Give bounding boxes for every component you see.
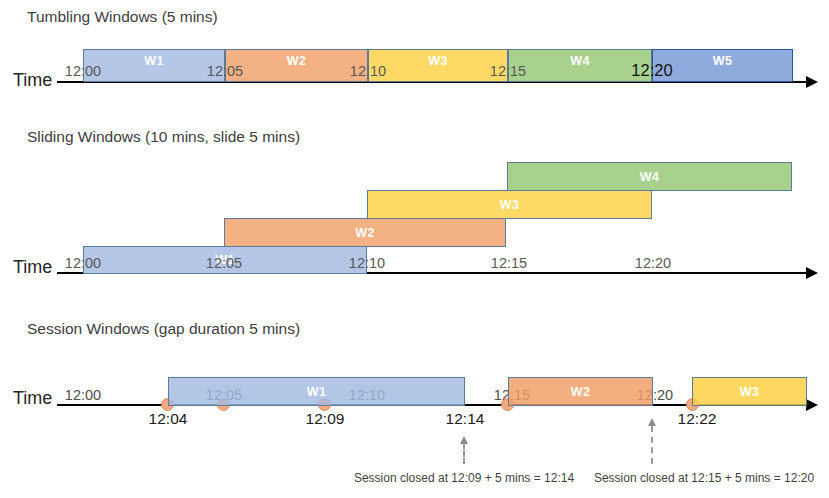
event-time-label-1214: 12:14 <box>446 410 485 428</box>
sliding-tick-1200: 12:00 <box>65 255 101 271</box>
callout-arrowhead-icon <box>460 436 468 444</box>
session-tick-1200: 12:00 <box>65 387 101 403</box>
tumbling-time-axis-label: Time <box>13 70 52 91</box>
session-window-w1: W1 <box>168 377 465 406</box>
tumbling-window-w5: W5 <box>652 49 793 82</box>
tumbling-tick-1205: 12:05 <box>207 63 243 79</box>
callout-arrow-line <box>651 426 653 464</box>
sliding-tick-1220: 12:20 <box>635 255 671 271</box>
callout-arrow-line <box>463 444 465 464</box>
stream-windowing-diagram: Tumbling Windows (5 mins) Time W1 W2 W3 … <box>0 0 829 498</box>
window-label: W3 <box>500 198 520 212</box>
tumbling-window-w2: W2 <box>225 49 368 82</box>
tumbling-section-title: Tumbling Windows (5 mins) <box>27 8 218 26</box>
session-window-w2: W2 <box>508 377 653 406</box>
event-time-label-1222: 12:22 <box>678 410 717 428</box>
session-close-annotation-2: Session closed at 12:15 + 5 mins = 12:20 <box>594 471 814 485</box>
window-label: W3 <box>740 385 760 399</box>
sliding-tick-1210: 12:10 <box>349 255 385 271</box>
callout-arrowhead-icon <box>648 418 656 426</box>
tumbling-tick-1210: 12:10 <box>350 63 386 79</box>
window-label: W1 <box>144 54 164 68</box>
tumbling-window-w1: W1 <box>83 49 225 82</box>
sliding-window-w3: W3 <box>367 190 652 219</box>
window-label: W2 <box>355 226 375 240</box>
window-label: W4 <box>640 170 660 184</box>
session-section-title: Session Windows (gap duration 5 mins) <box>27 320 300 338</box>
event-time-label-1209: 12:09 <box>306 410 345 428</box>
session-axis-arrowhead-icon <box>806 399 818 411</box>
session-close-annotation-1: Session closed at 12:09 + 5 mins = 12:14 <box>354 471 574 485</box>
tumbling-tick-1220: 12:20 <box>631 61 672 80</box>
session-time-axis-label: Time <box>13 388 52 409</box>
tumbling-tick-1200: 12:00 <box>65 63 101 79</box>
window-label: W3 <box>428 54 448 68</box>
window-label: W5 <box>713 54 733 68</box>
window-label: W2 <box>287 54 307 68</box>
tumbling-axis-arrowhead-icon <box>806 76 818 88</box>
tumbling-tick-1215: 12:15 <box>490 63 526 79</box>
sliding-tick-1215: 12:15 <box>491 255 527 271</box>
sliding-window-w2: W2 <box>224 218 506 247</box>
window-label: W2 <box>571 385 591 399</box>
session-window-w3: W3 <box>692 377 807 406</box>
event-time-label-1204: 12:04 <box>149 410 188 428</box>
window-label: W4 <box>570 54 590 68</box>
tumbling-window-w3: W3 <box>368 49 508 82</box>
sliding-axis-arrowhead-icon <box>806 267 818 279</box>
sliding-tick-1205: 12:05 <box>206 255 242 271</box>
sliding-time-axis-label: Time <box>13 257 52 278</box>
sliding-section-title: Sliding Windows (10 mins, slide 5 mins) <box>27 128 300 146</box>
window-label: W1 <box>307 385 327 399</box>
sliding-window-w4: W4 <box>507 162 792 191</box>
